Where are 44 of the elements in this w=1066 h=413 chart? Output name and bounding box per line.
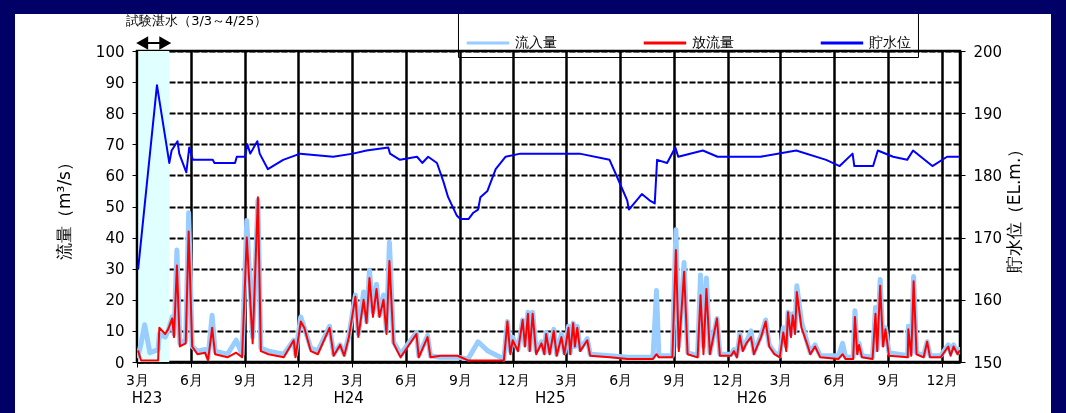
legend-label: 流入量: [514, 34, 557, 50]
y-tick-label: 50: [105, 198, 125, 216]
text: H24: [333, 389, 364, 407]
x-tick-label: 3月: [126, 371, 149, 388]
x-tick-label: 9月: [877, 371, 901, 388]
legend-label: 貯水位: [868, 34, 911, 50]
y-tick-label: 20: [105, 291, 125, 310]
band-label: 試験湛水（3/3～4/25）: [126, 13, 268, 28]
y-tick-label: 0: [114, 353, 125, 372]
x-tick-label: 9月: [234, 371, 257, 388]
x-tick-label: 12月: [712, 371, 744, 388]
x-tick-label: 3月: [555, 371, 579, 388]
y-tick-label: 60: [105, 166, 125, 185]
x-tick-label: 12月: [283, 371, 315, 388]
x-tick-label: 6月: [394, 371, 418, 388]
text: H23: [131, 389, 163, 407]
x-tick-label: 6月: [823, 371, 847, 388]
text: H26: [736, 389, 768, 407]
y-tick-label: 30: [105, 260, 125, 279]
y-tick-label: 10: [105, 322, 125, 341]
x-tick-label: 9月: [663, 371, 687, 388]
y-tick-label: 70: [105, 135, 125, 154]
y2-tick-label: 150: [973, 353, 1003, 372]
y-tick-label: 90: [105, 73, 125, 92]
y2-tick-label: 180: [973, 166, 1003, 185]
y2-tick-label: 200: [973, 42, 1003, 61]
y2-tick-label: 190: [973, 104, 1003, 123]
y2-tick-label: 170: [973, 229, 1003, 248]
x-tick-label: 9月: [448, 371, 472, 388]
y-axis-title: 流量（m³/s）: [53, 154, 74, 260]
x-tick-label: 3月: [340, 371, 364, 388]
y-tick-label: 80: [105, 104, 125, 123]
line-series: [137, 84, 960, 270]
x-tick-label: 6月: [180, 371, 203, 388]
legend-label: 放流量: [691, 34, 734, 50]
text: H25: [535, 389, 566, 407]
y-tick-label: 100: [95, 42, 125, 61]
x-tick-label: 3月: [769, 371, 793, 388]
x-tick-label: 6月: [609, 371, 633, 388]
y2-axis-title: 貯水位（EL.m.）: [1004, 140, 1025, 274]
y-tick-label: 40: [105, 229, 125, 248]
y2-tick-label: 160: [973, 291, 1003, 310]
x-tick-label: 12月: [926, 371, 959, 388]
x-tick-label: 12月: [497, 371, 530, 388]
